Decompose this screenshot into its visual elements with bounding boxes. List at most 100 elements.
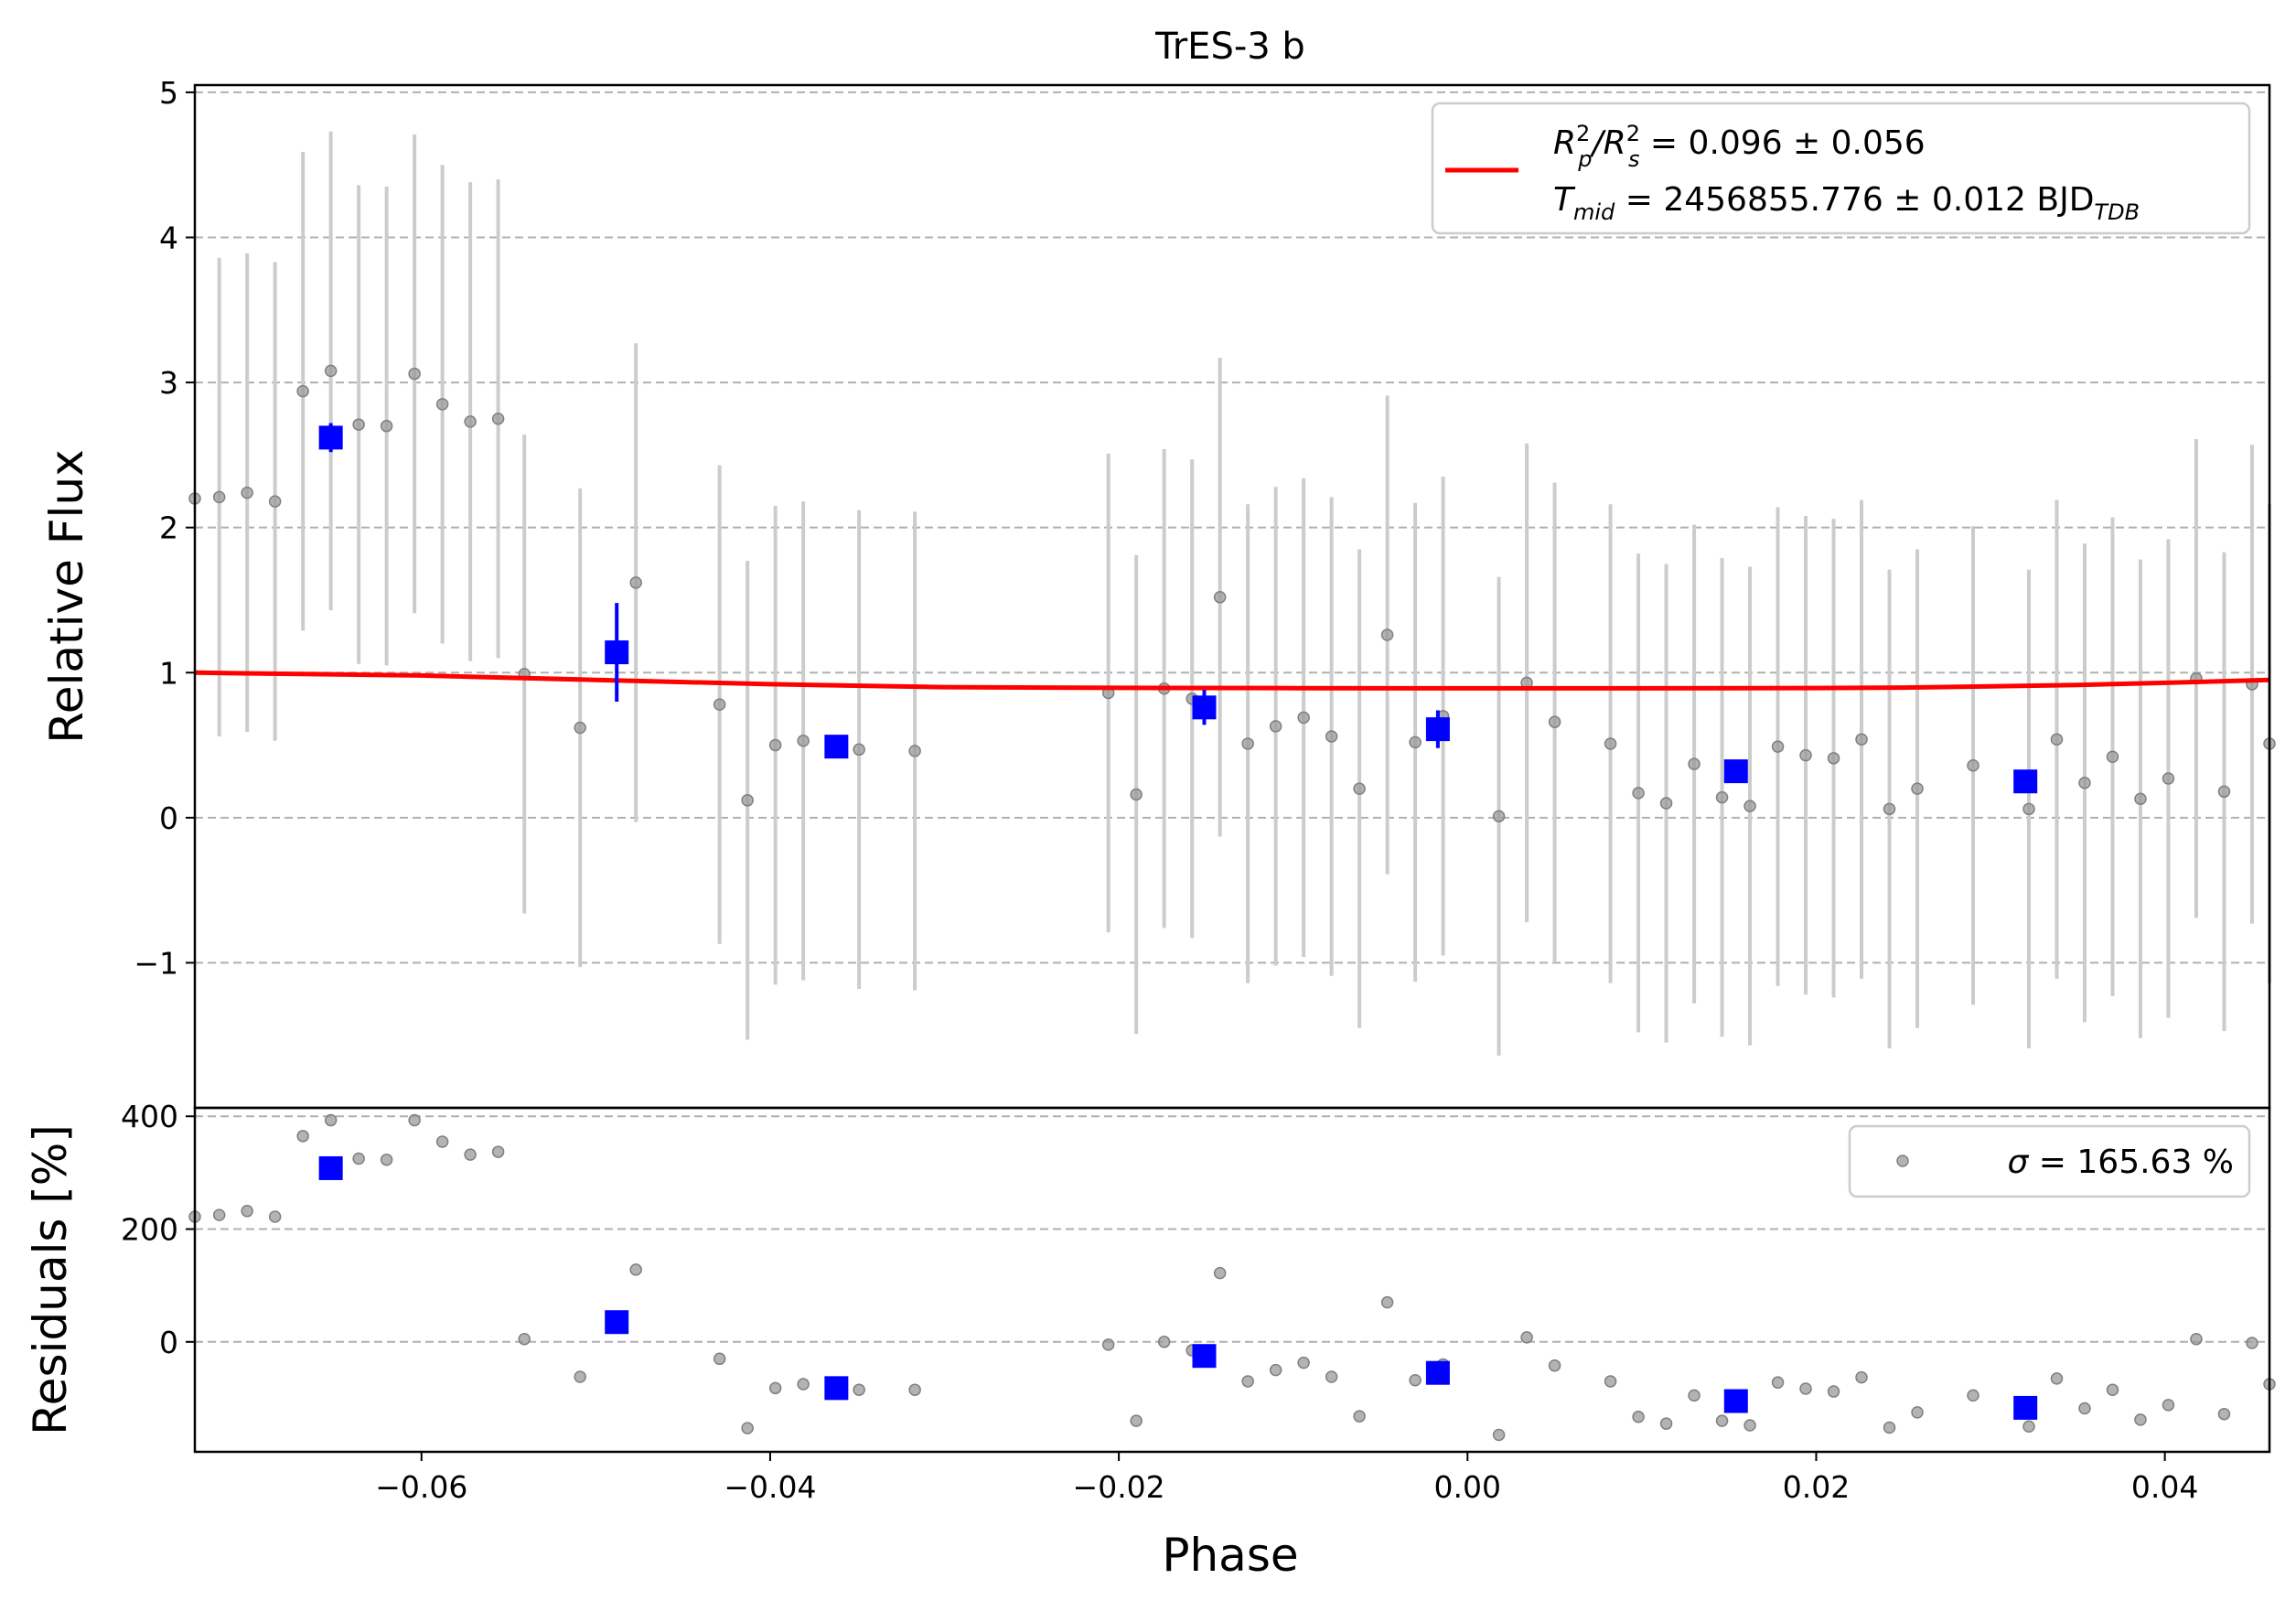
flux-raw-point (1269, 720, 1282, 733)
residuals-legend: σ = 165.63 % (1848, 1124, 2251, 1198)
flux-raw-point (1715, 790, 1729, 804)
residuals-legend-sigma: σ = 165.63 % (2008, 1144, 2235, 1181)
residuals-raw-point (2078, 1402, 2091, 1415)
residuals-raw-point (741, 1422, 754, 1434)
flux-raw-point (908, 745, 921, 757)
flux-raw-point (1659, 797, 1673, 810)
residuals-raw-point (1715, 1414, 1729, 1427)
residuals-raw-point (324, 1113, 338, 1127)
residuals-raw-point (1967, 1389, 1979, 1402)
flux-errorbars (217, 131, 2271, 1056)
flux-binned-point (1425, 717, 1450, 742)
residuals-raw-point (464, 1148, 477, 1161)
residuals-raw-point (768, 1381, 782, 1395)
flux-binned-point (2013, 769, 2038, 794)
flux-y-tick-label: −1 (134, 945, 178, 981)
flux-legend-radius-ratio: R2 p/R2 s = 0.096 ± 0.056 (1553, 121, 1926, 172)
residuals-binned-point (2013, 1395, 2038, 1420)
residuals-raw-point (2022, 1420, 2035, 1434)
residuals-binned-point (1723, 1389, 1748, 1413)
phase-x-tick-label: 0.04 (2131, 1469, 2198, 1505)
flux-raw-point (1632, 787, 1645, 800)
flux-raw-point (2106, 750, 2119, 763)
flux-raw-point (268, 495, 282, 508)
flux-legend-tmid: Tmid = 2456855.776 ± 0.012 BJDTDB (1553, 181, 2140, 225)
residuals-legend-box (1848, 1124, 2251, 1198)
flux-raw-point (2162, 772, 2175, 785)
residuals-raw-point (574, 1370, 586, 1383)
residuals-raw-point (1743, 1419, 1756, 1432)
phase-x-tick-label: −0.06 (375, 1469, 467, 1505)
residuals-legend-marker (1896, 1155, 1909, 1167)
flux-raw-point (1353, 782, 1366, 795)
residuals-raw-point (908, 1383, 921, 1396)
residuals-binned-point (824, 1376, 849, 1401)
residuals-plot-frame (193, 1106, 2271, 1454)
residuals-binned-point (1192, 1344, 1217, 1369)
residuals-raw-point (241, 1205, 253, 1218)
flux-legend-box (1431, 102, 2251, 235)
residuals-raw-point (1325, 1370, 1338, 1383)
residuals-panel: 0 200 400 −0.06 −0.04 −0.02 0.00 0.02 0.04 Resi… (24, 1099, 2276, 1582)
flux-raw-point (1241, 737, 1254, 750)
residuals-raw-point (1492, 1428, 1506, 1442)
residuals-raw-point (1213, 1266, 1227, 1280)
flux-raw-point (352, 418, 365, 431)
residuals-raw-point (1911, 1406, 1924, 1419)
residuals-binned-points (318, 1155, 2038, 1420)
flux-raw-point (435, 398, 449, 411)
residuals-raw-point (853, 1383, 865, 1396)
residuals-raw-point (1157, 1336, 1171, 1348)
residuals-raw-point (380, 1153, 393, 1166)
residuals-raw-point (1604, 1375, 1617, 1388)
chart-title: TrES-3 b (1154, 26, 1305, 68)
flux-raw-point (574, 721, 586, 735)
residuals-raw-point (1883, 1421, 1896, 1434)
phase-x-tick-label: 0.00 (1434, 1469, 1501, 1505)
residuals-raw-point (1269, 1363, 1282, 1377)
residuals-raw-point (1548, 1359, 1561, 1372)
flux-raw-point (1297, 711, 1310, 725)
flux-raw-point (2050, 733, 2064, 746)
flux-raw-point (2022, 802, 2035, 816)
flux-y-ticks: −1 0 1 2 3 4 5 (134, 75, 195, 981)
flux-raw-point (296, 384, 309, 398)
flux-raw-point (853, 743, 865, 757)
flux-gridlines (195, 91, 2269, 964)
flux-raw-point (2217, 785, 2231, 799)
flux-y-tick-label: 3 (159, 365, 178, 401)
residuals-raw-point (296, 1130, 309, 1143)
flux-raw-point (1213, 591, 1227, 604)
flux-raw-point (241, 486, 253, 499)
flux-raw-point (629, 576, 642, 589)
flux-y-axis-label: Relative Flux (40, 449, 93, 743)
flux-raw-points (188, 364, 2276, 823)
residuals-y-tick-label: 0 (159, 1325, 178, 1360)
phase-x-tick-label: −0.04 (724, 1469, 816, 1505)
flux-raw-point (212, 490, 226, 504)
residuals-raw-point (435, 1135, 449, 1148)
residuals-y-ticks: 0 200 400 (121, 1099, 195, 1360)
flux-raw-point (1911, 782, 1924, 795)
flux-raw-point (1827, 752, 1840, 765)
residuals-raw-point (797, 1378, 810, 1391)
residuals-raw-point (1688, 1389, 1701, 1402)
flux-raw-point (768, 738, 782, 752)
residuals-binned-point (318, 1155, 343, 1180)
phase-x-axis-label: Phase (1162, 1529, 1298, 1582)
flux-raw-point (2134, 792, 2147, 805)
residuals-raw-point (1353, 1410, 1366, 1423)
residuals-raw-point (268, 1210, 282, 1223)
phase-x-ticks: −0.06 −0.04 −0.02 0.00 0.02 0.04 (375, 1452, 2198, 1505)
flux-raw-point (380, 419, 393, 433)
residuals-raw-point (1799, 1382, 1812, 1395)
residuals-raw-point (1659, 1417, 1673, 1430)
flux-raw-point (1855, 733, 1868, 746)
flux-raw-point (1130, 788, 1143, 801)
residuals-raw-point (1771, 1376, 1785, 1389)
phase-x-tick-label: 0.02 (1783, 1469, 1850, 1505)
residuals-raw-point (1241, 1375, 1254, 1388)
flux-y-tick-label: 1 (159, 655, 178, 691)
residuals-raw-point (491, 1145, 505, 1158)
